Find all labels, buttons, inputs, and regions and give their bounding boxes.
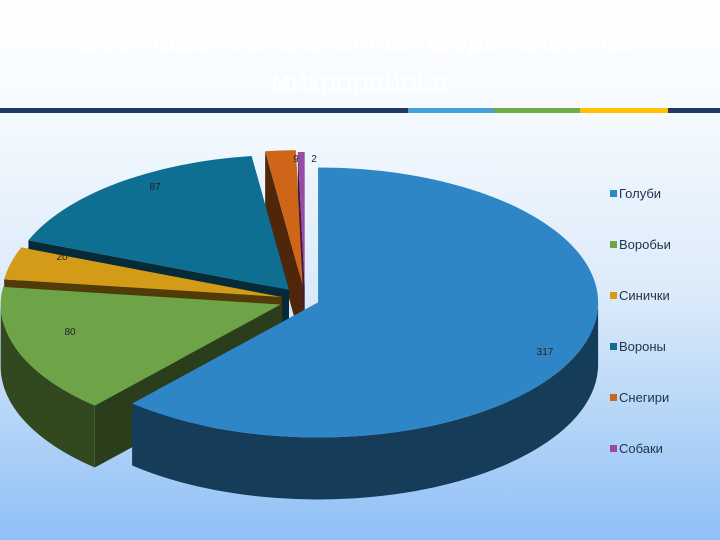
- legend-item: Синички: [610, 288, 670, 303]
- data-label-3: 20: [56, 252, 68, 263]
- slice-outer-wall: [0, 304, 95, 468]
- pie-slice-1: [132, 167, 599, 500]
- legend-item: Голуби: [610, 186, 661, 201]
- slice-top-face: [28, 155, 289, 290]
- slice-top-face: [265, 150, 303, 286]
- pie-tops: [0, 150, 599, 500]
- legend-swatch: [610, 343, 617, 350]
- legend-swatch: [610, 292, 617, 299]
- legend-item: Собаки: [610, 441, 663, 456]
- slice-top-face: [0, 286, 281, 406]
- data-label-1: 317: [537, 347, 554, 358]
- legend-item: Вороны: [610, 339, 666, 354]
- legend-label: Снегири: [619, 390, 670, 405]
- slice-side-face: [265, 151, 303, 348]
- slice-top-face: [4, 247, 282, 297]
- legend-swatch: [610, 190, 617, 197]
- accent-bar-2: [408, 108, 494, 113]
- legend-item: Снегири: [610, 390, 669, 405]
- legend-label: Воробьи: [619, 237, 671, 252]
- data-label-4: 87: [149, 182, 161, 193]
- slice-outer-wall: [132, 302, 599, 500]
- accent-bar-4: [580, 108, 668, 113]
- slide-title: Соотношение жизненных форм животных микр…: [0, 22, 720, 102]
- slice-top-face: [297, 152, 305, 288]
- legend-swatch: [610, 445, 617, 452]
- accent-bar-1: [0, 108, 408, 113]
- data-label-2: 80: [64, 327, 76, 338]
- legend-item: Воробьи: [610, 237, 671, 252]
- legend-swatch: [610, 241, 617, 248]
- slice-side-face: [297, 152, 305, 350]
- legend-label: Собаки: [619, 441, 663, 456]
- title-line-2: микрорайона: [271, 66, 449, 98]
- accent-bar-3: [494, 108, 580, 113]
- data-label-5: 9: [293, 154, 299, 165]
- accent-bar-5: [668, 108, 720, 113]
- title-line-1: Соотношение жизненных форм животных: [77, 26, 643, 58]
- slice-top-face: [132, 167, 599, 438]
- legend-label: Вороны: [619, 339, 666, 354]
- data-label-6: 2: [311, 154, 317, 165]
- pie-slice-6: [297, 152, 305, 350]
- legend-label: Голуби: [619, 186, 662, 201]
- legend-swatch: [610, 394, 617, 401]
- legend-label: Синички: [619, 288, 670, 303]
- pie-slice-5: [265, 150, 303, 348]
